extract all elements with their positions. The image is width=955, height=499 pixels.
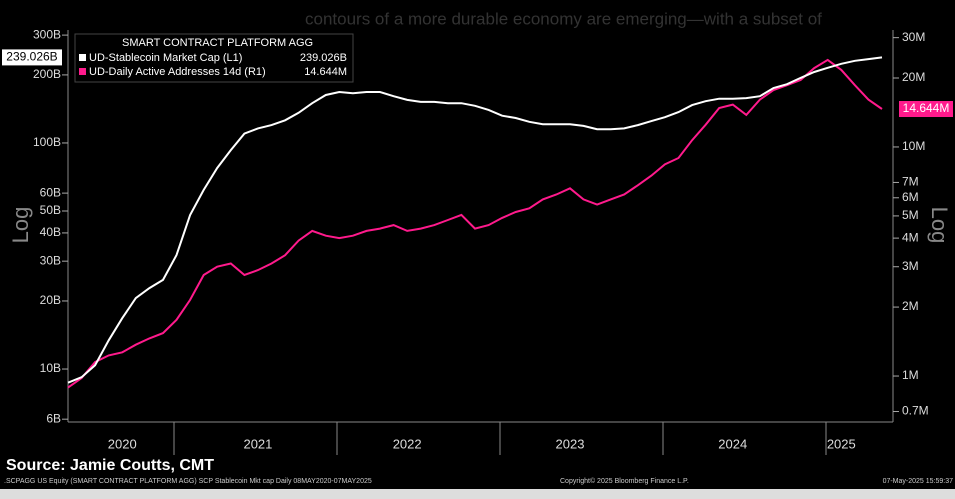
- legend-title: SMART CONTRACT PLATFORM AGG: [122, 37, 313, 49]
- legend-box: [74, 33, 354, 83]
- legend-value: 14.644M: [304, 66, 347, 78]
- y2-tick-label: 5M: [902, 208, 919, 222]
- y2-tick-label: 0.7M: [902, 404, 929, 418]
- legend-value: 239.026B: [300, 52, 347, 64]
- series-line: [67, 58, 883, 389]
- legend-swatch: [79, 68, 86, 75]
- last-value-label: 239.026B: [6, 50, 57, 64]
- y-tick-label: 20B: [40, 293, 61, 307]
- last-value-label: 14.644M: [903, 101, 950, 115]
- year-separators: [173, 422, 827, 455]
- x-tick-label: 2025: [827, 436, 856, 451]
- y2-tick-label: 30M: [902, 30, 925, 44]
- x-tick-label: 2020: [108, 436, 137, 451]
- y2-tick-label: 7M: [902, 175, 919, 189]
- legend-label: UD-Stablecoin Market Cap (L1): [89, 52, 242, 64]
- y2-tick-label: 20M: [902, 70, 925, 84]
- legend-label: UD-Daily Active Addresses 14d (R1): [89, 66, 266, 78]
- x-tick-label: 2021: [243, 436, 272, 451]
- series-line: [67, 56, 883, 384]
- y-tick-label: 10B: [40, 361, 61, 375]
- y-tick-label: 30B: [40, 253, 61, 267]
- x-tick-label: 2023: [556, 436, 585, 451]
- y-tick-label: 40B: [40, 225, 61, 239]
- footer-right: 07-May-2025 15:59:37: [883, 478, 954, 485]
- footer-left: .SCPAGG US Equity (SMART CONTRACT PLATFO…: [4, 478, 372, 485]
- last-value-tag: [899, 101, 953, 118]
- bottom-strip: [0, 489, 955, 499]
- x-tick-label: 2022: [393, 436, 422, 451]
- y-tick-label: 50B: [40, 203, 61, 217]
- last-value-tag: [2, 49, 62, 66]
- footer-center: Copyright© 2025 Bloomberg Finance L.P.: [560, 477, 689, 485]
- source: Source: Jamie Coutts, CMT: [6, 457, 214, 474]
- y-tick-label: 100B: [33, 135, 61, 149]
- y2-tick-label: 4M: [902, 230, 919, 244]
- legend-swatch: [79, 54, 86, 61]
- y-tick-label: 6B: [46, 411, 61, 425]
- y-tick-label: 300B: [33, 27, 61, 41]
- y2-tick-label: 6M: [902, 190, 919, 204]
- x-tick-label: 2024: [718, 436, 747, 451]
- y-axis-label: Log: [8, 207, 33, 244]
- y2-tick-label: 3M: [902, 259, 919, 273]
- y2-tick-label: 1M: [902, 368, 919, 382]
- y-tick-label: 200B: [33, 67, 61, 81]
- y2-axis-label: Log: [927, 207, 952, 244]
- y2-tick-label: 10M: [902, 139, 925, 153]
- y-tick-label: 60B: [40, 185, 61, 199]
- y2-tick-label: 2M: [902, 299, 919, 313]
- background-text: contours of a more durable economy are e…: [305, 9, 822, 28]
